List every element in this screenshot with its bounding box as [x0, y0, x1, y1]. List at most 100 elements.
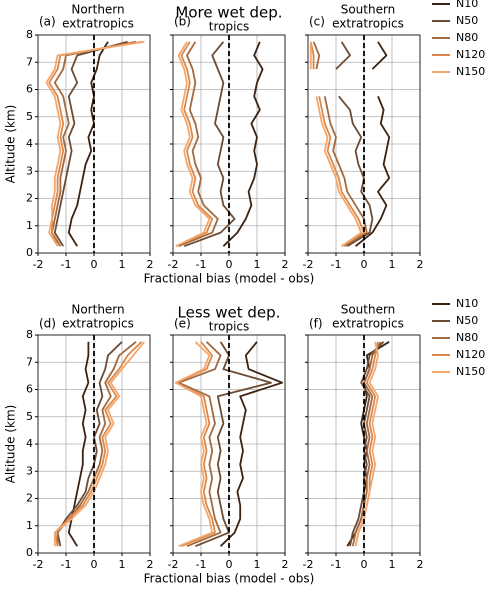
profile-line [56, 341, 123, 547]
y-tick-label: 6 [26, 383, 33, 396]
y-tick-label: 2 [26, 192, 33, 205]
x-tick-label: 2 [147, 558, 154, 571]
x-tick-label: 1 [389, 258, 396, 271]
x-tick-label: -2 [168, 258, 179, 271]
row-title: Less wet dep. [178, 304, 281, 322]
x-axis-label: Fractional bias (model - obs) [144, 272, 315, 286]
panel-title: Northern [71, 303, 124, 317]
plot-frame [307, 334, 421, 554]
x-tick-label: -2 [168, 558, 179, 571]
profile-line [222, 41, 264, 247]
plot-frame [307, 34, 421, 254]
legend-label: N50 [456, 14, 478, 27]
y-tick-label: 5 [26, 410, 33, 423]
x-tick-label: -1 [196, 258, 207, 271]
x-tick-label: 2 [282, 258, 289, 271]
panel-title: extratropics [332, 17, 404, 31]
panel-title: Northern [71, 3, 124, 17]
y-tick-label: 8 [26, 328, 33, 341]
profile-line [53, 341, 146, 547]
y-axis-label: Altitude (km) [4, 105, 18, 184]
x-tick-label: 2 [417, 558, 424, 571]
y-tick-label: 3 [26, 164, 33, 177]
x-tick-label: 1 [254, 258, 261, 271]
panel-title: tropics [209, 20, 250, 34]
x-tick-label: 0 [361, 258, 368, 271]
y-tick-label: 1 [26, 519, 33, 532]
x-tick-label: -2 [303, 558, 314, 571]
profile-line [53, 40, 128, 247]
x-tick-label: 1 [119, 558, 126, 571]
panel-title: extratropics [62, 17, 134, 31]
legend-label: N120 [456, 48, 485, 61]
x-tick-label: -1 [196, 558, 207, 571]
x-tick-label: -2 [33, 558, 44, 571]
x-tick-label: 1 [119, 258, 126, 271]
legend-label: N150 [456, 65, 485, 78]
profile-line [219, 341, 284, 547]
profile-line [335, 41, 374, 247]
x-tick-label: -1 [331, 558, 342, 571]
panel-label: (b) [174, 15, 191, 29]
panel-label: (a) [39, 15, 56, 29]
x-tick-label: 0 [226, 558, 233, 571]
y-tick-label: 8 [26, 28, 33, 41]
legend-label: N10 [456, 297, 478, 310]
y-tick-label: 4 [26, 437, 33, 450]
x-tick-label: -2 [33, 258, 44, 271]
x-tick-label: 0 [91, 258, 98, 271]
legend-label: N150 [456, 365, 485, 378]
x-tick-label: 1 [254, 558, 261, 571]
x-tick-label: 1 [389, 558, 396, 571]
panel-label: (c) [309, 15, 325, 29]
y-tick-label: 0 [26, 546, 33, 559]
legend-label: N10 [456, 0, 478, 10]
profile-line [195, 341, 272, 548]
panel-title: Southern [341, 303, 396, 317]
plot-frame [172, 34, 286, 254]
profile-line [51, 40, 137, 247]
legend-label: N80 [456, 331, 478, 344]
profile-line [178, 41, 219, 248]
profile-line [177, 341, 222, 548]
y-tick-label: 7 [26, 355, 33, 368]
x-tick-label: -1 [331, 258, 342, 271]
profile-line [53, 341, 143, 547]
y-axis-label: Altitude (km) [4, 405, 18, 484]
y-tick-label: 6 [26, 83, 33, 96]
panel-label: (e) [174, 317, 191, 331]
x-tick-label: -1 [61, 558, 72, 571]
x-tick-label: 2 [282, 558, 289, 571]
y-tick-label: 2 [26, 492, 33, 505]
legend-label: N80 [456, 31, 478, 44]
panel-title: extratropics [332, 317, 404, 331]
profile-line [309, 41, 363, 247]
y-tick-label: 0 [26, 246, 33, 259]
panel-label: (f) [309, 317, 323, 331]
plot-frame [37, 34, 151, 254]
profile-line [354, 341, 379, 547]
y-tick-label: 5 [26, 110, 33, 123]
x-tick-label: 0 [91, 558, 98, 571]
panel-title: tropics [209, 320, 250, 334]
profile-line [351, 341, 382, 547]
profile-line [48, 40, 142, 247]
x-tick-label: 2 [417, 258, 424, 271]
x-tick-label: -1 [61, 258, 72, 271]
plot-frame [37, 334, 151, 554]
x-tick-label: 2 [147, 258, 154, 271]
profile-line [175, 41, 214, 248]
x-tick-label: 0 [226, 258, 233, 271]
profile-line [355, 41, 391, 247]
y-tick-label: 4 [26, 137, 33, 150]
legend-label: N50 [456, 314, 478, 327]
panel-title: Southern [341, 3, 396, 17]
profile-line [175, 41, 211, 248]
row-title: More wet dep. [175, 4, 282, 22]
panel-title: extratropics [62, 317, 134, 331]
profile-line [174, 341, 214, 548]
profile-line [45, 40, 145, 247]
y-tick-label: 1 [26, 219, 33, 232]
plot-frame [172, 334, 286, 554]
